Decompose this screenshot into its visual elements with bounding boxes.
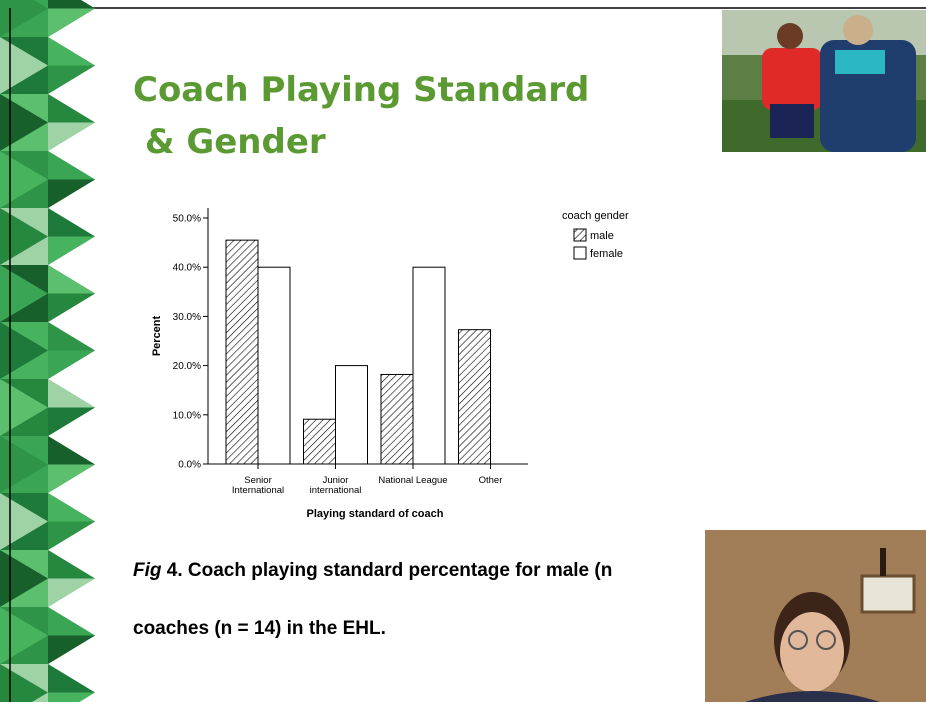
y-tick-label: 10.0% (173, 410, 201, 421)
strip-tile (48, 293, 95, 322)
photo (722, 10, 926, 152)
bar (303, 418, 336, 465)
x-tick-label: Senior International (231, 475, 285, 496)
strip-tile (0, 550, 48, 607)
strip-tile (48, 607, 95, 636)
strip-tile (0, 37, 48, 94)
legend-label: female (590, 248, 623, 260)
strip-tile (48, 322, 95, 351)
caption-fig: Fig (133, 560, 162, 581)
chart: 0.0% 10.0% 20.0% 30.0% 40.0% 50.0% Percent Play… (151, 208, 629, 520)
strip-tile (0, 379, 48, 436)
strip-tile (0, 151, 48, 208)
strip-tile (48, 493, 95, 522)
strip-tile (48, 0, 95, 9)
decorative-strip (0, 0, 95, 702)
strip-tile (48, 521, 95, 550)
strip-tile (0, 436, 48, 493)
legend-title: coach gender (562, 210, 629, 222)
caption-line: coaches (n = 14) in the EHL. (133, 618, 386, 639)
strip-tile (48, 122, 95, 151)
strip-tile (48, 464, 95, 493)
bar (458, 329, 491, 465)
y-axis-title: Percent (151, 315, 163, 356)
x-axis-title: Playing standard of coach (307, 508, 444, 520)
strip-tile (48, 379, 95, 408)
strip-tile (48, 550, 95, 579)
strip-tile (0, 664, 48, 702)
y-tick-label: 50.0% (173, 214, 201, 225)
strip-tile (48, 265, 95, 294)
strip-tile (48, 578, 95, 607)
strip-tile (48, 436, 95, 465)
caption-text: 4. Coach playing standard percentage for… (161, 560, 613, 581)
strip-tile (0, 322, 48, 379)
strip-tile (48, 65, 95, 94)
strip-tile (48, 664, 95, 693)
bar (412, 266, 446, 465)
strip-tile (48, 236, 95, 265)
strip-tile (0, 0, 48, 37)
x-tick-label: Junior international (309, 475, 362, 496)
legend-label: male (590, 230, 614, 242)
y-tick-label: 40.0% (173, 263, 201, 274)
bar (257, 266, 291, 465)
bar (225, 239, 259, 465)
strip-tile (0, 208, 48, 265)
strip-tile (48, 151, 95, 180)
webcam-cover (705, 530, 926, 702)
strip-tile (48, 8, 95, 37)
webcam-video (705, 530, 926, 702)
y-tick-label: 0.0% (178, 460, 201, 471)
strip-tile (48, 37, 95, 66)
strip-tile (48, 94, 95, 123)
strip-tile (48, 407, 95, 436)
strip-tile (0, 607, 48, 664)
x-tick-label: Other (478, 475, 503, 486)
strip-tile (48, 635, 95, 664)
strip-tile (0, 265, 48, 322)
webcam-overlay (705, 530, 926, 702)
title-line: & Gender (133, 122, 326, 162)
strip-tile (48, 179, 95, 208)
strip-tile (48, 208, 95, 237)
caption-line: Fig 4. Coach playing standard percentage… (133, 560, 612, 582)
x-tick-label: National League (378, 475, 448, 486)
bar (335, 365, 368, 465)
y-tick-label: 30.0% (173, 312, 201, 323)
title-line: Coach Playing Standard (133, 70, 590, 110)
slide-title: Coach Playing Standard & Gender (133, 64, 589, 168)
strip-tile (48, 350, 95, 379)
y-tick-label: 20.0% (173, 361, 201, 372)
bar (380, 373, 414, 465)
strip-tile (48, 692, 95, 702)
legend-swatch (573, 228, 587, 242)
strip-tile (0, 493, 48, 550)
legend-swatch (573, 246, 587, 260)
strip-tile (0, 94, 48, 151)
